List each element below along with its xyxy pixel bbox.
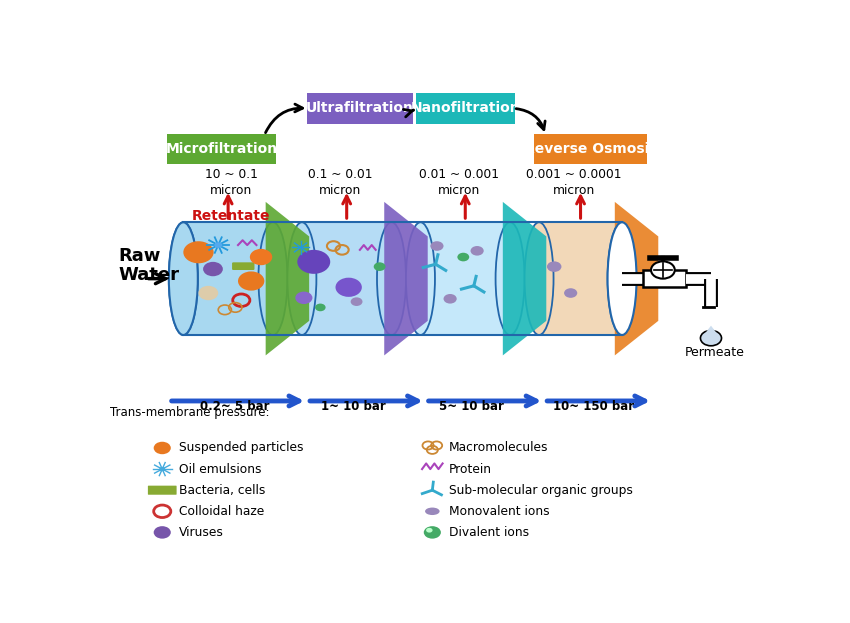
Text: Permeate: Permeate: [684, 346, 745, 359]
Circle shape: [471, 246, 484, 255]
Text: Macromolecules: Macromolecules: [449, 442, 548, 454]
Text: Bacteria, cells: Bacteria, cells: [178, 483, 265, 497]
Polygon shape: [615, 202, 658, 355]
Circle shape: [238, 272, 264, 290]
Text: 10~ 150 bar: 10~ 150 bar: [553, 400, 634, 413]
Polygon shape: [266, 202, 309, 355]
Circle shape: [154, 442, 171, 454]
Polygon shape: [705, 326, 717, 335]
Ellipse shape: [287, 222, 316, 335]
Text: 5~ 10 bar: 5~ 10 bar: [439, 400, 504, 413]
Circle shape: [564, 288, 577, 298]
Circle shape: [159, 467, 165, 471]
FancyBboxPatch shape: [232, 262, 254, 270]
Circle shape: [154, 526, 171, 539]
FancyBboxPatch shape: [302, 222, 392, 335]
Text: Colloidal haze: Colloidal haze: [178, 505, 264, 518]
Circle shape: [214, 242, 222, 248]
Text: Protein: Protein: [449, 463, 492, 475]
FancyBboxPatch shape: [307, 93, 413, 124]
Ellipse shape: [425, 508, 439, 515]
Circle shape: [184, 241, 213, 264]
Text: 10 ~ 0.1
micron: 10 ~ 0.1 micron: [205, 168, 258, 197]
Text: Suspended particles: Suspended particles: [178, 442, 303, 454]
Text: Sub-molecular organic groups: Sub-molecular organic groups: [449, 483, 632, 497]
Circle shape: [203, 262, 223, 276]
Text: Trans-membrane pressure:: Trans-membrane pressure:: [110, 406, 269, 419]
Ellipse shape: [524, 222, 553, 335]
Ellipse shape: [377, 222, 406, 335]
FancyBboxPatch shape: [421, 222, 510, 335]
Text: Water: Water: [118, 266, 179, 284]
Ellipse shape: [169, 222, 198, 335]
Circle shape: [336, 278, 362, 297]
FancyBboxPatch shape: [643, 270, 686, 287]
Ellipse shape: [169, 222, 198, 335]
Text: Raw: Raw: [118, 247, 161, 265]
Circle shape: [700, 330, 722, 346]
Text: Oil emulsions: Oil emulsions: [178, 463, 261, 475]
Text: Microfiltration: Microfiltration: [166, 142, 278, 156]
FancyBboxPatch shape: [539, 222, 622, 335]
Circle shape: [198, 286, 218, 300]
Polygon shape: [384, 202, 428, 355]
Ellipse shape: [608, 222, 637, 335]
Circle shape: [457, 253, 469, 262]
Ellipse shape: [608, 222, 637, 335]
Text: Reverse Osmosis: Reverse Osmosis: [524, 142, 657, 156]
Ellipse shape: [406, 222, 435, 335]
Text: 0.2~ 5 bar: 0.2~ 5 bar: [200, 400, 269, 413]
Text: 0.01 ~ 0.001
micron: 0.01 ~ 0.001 micron: [419, 168, 499, 197]
Circle shape: [426, 528, 433, 533]
Text: Viruses: Viruses: [178, 526, 224, 539]
Ellipse shape: [258, 222, 287, 335]
Text: Monovalent ions: Monovalent ions: [449, 505, 549, 518]
Circle shape: [250, 249, 272, 265]
FancyBboxPatch shape: [148, 486, 177, 495]
Text: 0.1 ~ 0.01
micron: 0.1 ~ 0.01 micron: [308, 168, 372, 197]
Text: 0.001 ~ 0.0001
micron: 0.001 ~ 0.0001 micron: [526, 168, 621, 197]
Text: Nanofiltration: Nanofiltration: [411, 102, 520, 115]
Circle shape: [547, 262, 562, 272]
Circle shape: [298, 250, 330, 274]
Circle shape: [315, 303, 326, 312]
Circle shape: [444, 294, 456, 303]
FancyBboxPatch shape: [184, 222, 273, 335]
FancyBboxPatch shape: [534, 134, 647, 164]
Text: Ultrafiltration: Ultrafiltration: [306, 102, 414, 115]
Circle shape: [295, 292, 313, 304]
Circle shape: [430, 241, 444, 251]
Text: Divalent ions: Divalent ions: [449, 526, 529, 539]
Circle shape: [651, 262, 675, 278]
Circle shape: [374, 262, 386, 271]
Text: Retentate: Retentate: [192, 209, 270, 223]
FancyBboxPatch shape: [416, 93, 515, 124]
Circle shape: [424, 526, 441, 539]
Polygon shape: [503, 202, 547, 355]
Ellipse shape: [496, 222, 524, 335]
FancyBboxPatch shape: [167, 134, 276, 164]
Circle shape: [351, 297, 362, 306]
Text: 1~ 10 bar: 1~ 10 bar: [321, 400, 386, 413]
